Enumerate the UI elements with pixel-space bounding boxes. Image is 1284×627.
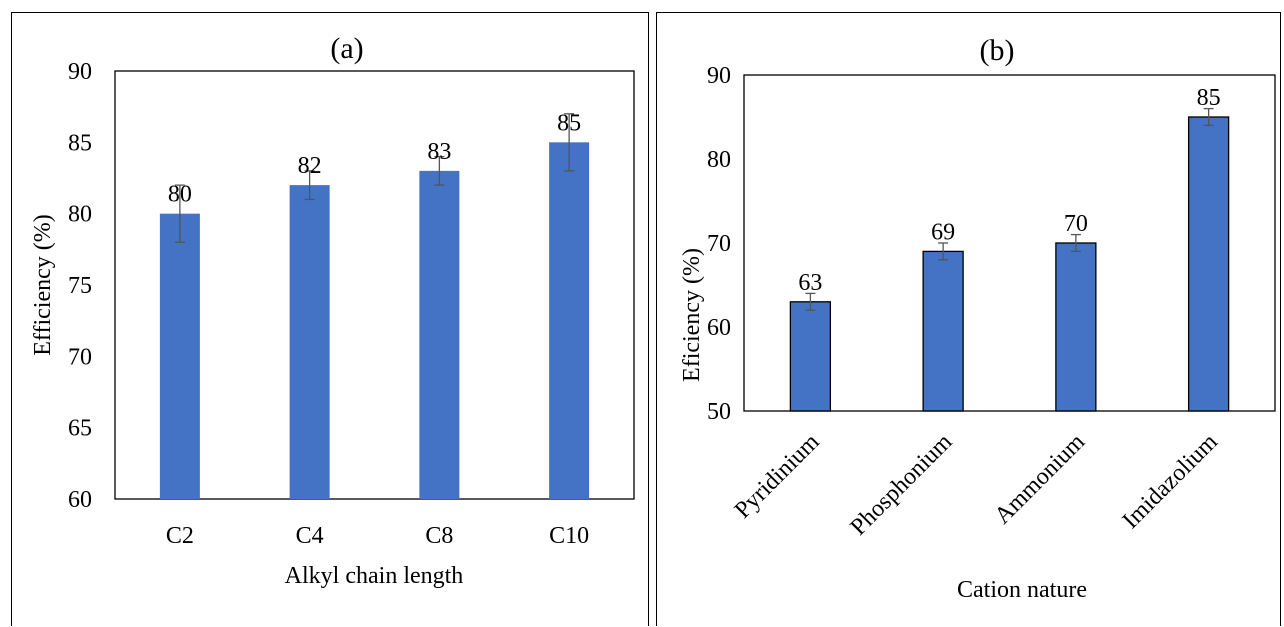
- chart-a-xtick-label: C4: [296, 523, 324, 549]
- chart-a-svg: (a) Alkyl chain length Efficiency (%) 60…: [30, 32, 635, 589]
- chart-b-title: (b): [980, 34, 1015, 67]
- chart-a-bar: [549, 142, 590, 500]
- chart-b-bar: [789, 301, 832, 412]
- chart-b-ytick-label: 50: [707, 399, 731, 425]
- chart-b-xtick-label: Phosphonium: [846, 429, 958, 541]
- chart-b-ytick-label: 60: [707, 315, 731, 341]
- chart-a-error-bar: [434, 155, 445, 186]
- chart-a-bar: [159, 213, 200, 499]
- chart-b-error-bar: [805, 292, 816, 311]
- chart-b-ytick-label: 90: [707, 63, 731, 89]
- chart-b-error-bar: [1203, 107, 1214, 127]
- chart-b-data-label: 63: [798, 270, 822, 296]
- chart-b-xtick-label: Imidazolium: [1118, 429, 1223, 534]
- chart-b-data-label: 69: [931, 219, 955, 245]
- chart-a-data-label: 83: [427, 139, 451, 165]
- chart-a-data-label: 82: [298, 153, 322, 179]
- chart-b-svg: (b) Cation nature Eficiency (%) 50 60 70 80…: [679, 34, 1276, 603]
- chart-b-error-bar: [938, 242, 949, 261]
- chart-b-plot-frame: [743, 74, 1276, 412]
- chart-a-bar: [289, 185, 330, 499]
- chart-b-ytick-label: 70: [707, 231, 731, 257]
- chart-a-plot-frame: [114, 70, 635, 500]
- chart-panel-a: (a) Alkyl chain length Efficiency (%) 60…: [11, 12, 649, 626]
- chart-a-xtick-label: C10: [549, 523, 589, 549]
- chart-b-data-label: 85: [1197, 85, 1221, 111]
- chart-a-error-bar: [564, 113, 575, 172]
- chart-b-ylabel: Eficiency (%): [679, 248, 705, 382]
- chart-b-bar: [1055, 242, 1097, 412]
- chart-a-ytick-label: 85: [68, 130, 92, 156]
- chart-a-xtick-label: C8: [425, 523, 453, 549]
- chart-a-ytick-label: 90: [68, 59, 92, 85]
- chart-b-xlabel: Cation nature: [957, 577, 1087, 603]
- chart-a-data-label: 85: [557, 110, 581, 136]
- chart-a-title: (a): [330, 32, 363, 65]
- chart-b-ytick-label: 80: [707, 147, 731, 173]
- chart-a-ytick-label: 75: [68, 273, 92, 299]
- chart-b-bar: [922, 250, 964, 412]
- chart-a-ytick-label: 80: [68, 202, 92, 228]
- chart-b-data-label: 70: [1064, 211, 1088, 237]
- chart-a-bar: [419, 170, 460, 499]
- chart-a-data-label: 80: [168, 182, 192, 208]
- chart-a-xtick-label: C2: [166, 523, 194, 549]
- chart-b-xtick-label: Ammonium: [990, 429, 1091, 530]
- chart-a-ytick-label: 70: [68, 344, 92, 370]
- chart-a-error-bar: [304, 170, 315, 201]
- chart-a-ylabel: Efficiency (%): [30, 214, 56, 355]
- chart-b-xtick-label: Pyridinium: [730, 429, 825, 524]
- chart-b-plot: 50 60 70 80 90 63 Pyridinium 69 Phosphonium 70 Amm…: [707, 63, 1276, 541]
- chart-a-xlabel: Alkyl chain length: [285, 563, 464, 589]
- chart-a-ytick-label: 60: [68, 487, 92, 513]
- chart-panel-b: (b) Cation nature Eficiency (%) 50 60 70 80…: [656, 12, 1281, 626]
- chart-b-error-bar: [1070, 233, 1081, 253]
- chart-a-ytick-label: 65: [68, 416, 92, 442]
- chart-a-plot: 60 65 70 75 80 85 90 80 C2 82 C4 83 C8 85 C10: [68, 59, 635, 549]
- chart-a-error-bar: [174, 184, 185, 243]
- chart-b-bar: [1187, 116, 1230, 412]
